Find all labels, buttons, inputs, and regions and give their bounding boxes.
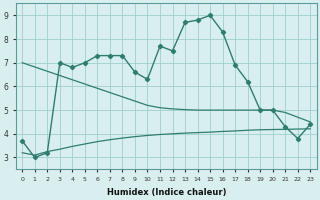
X-axis label: Humidex (Indice chaleur): Humidex (Indice chaleur): [107, 188, 226, 197]
